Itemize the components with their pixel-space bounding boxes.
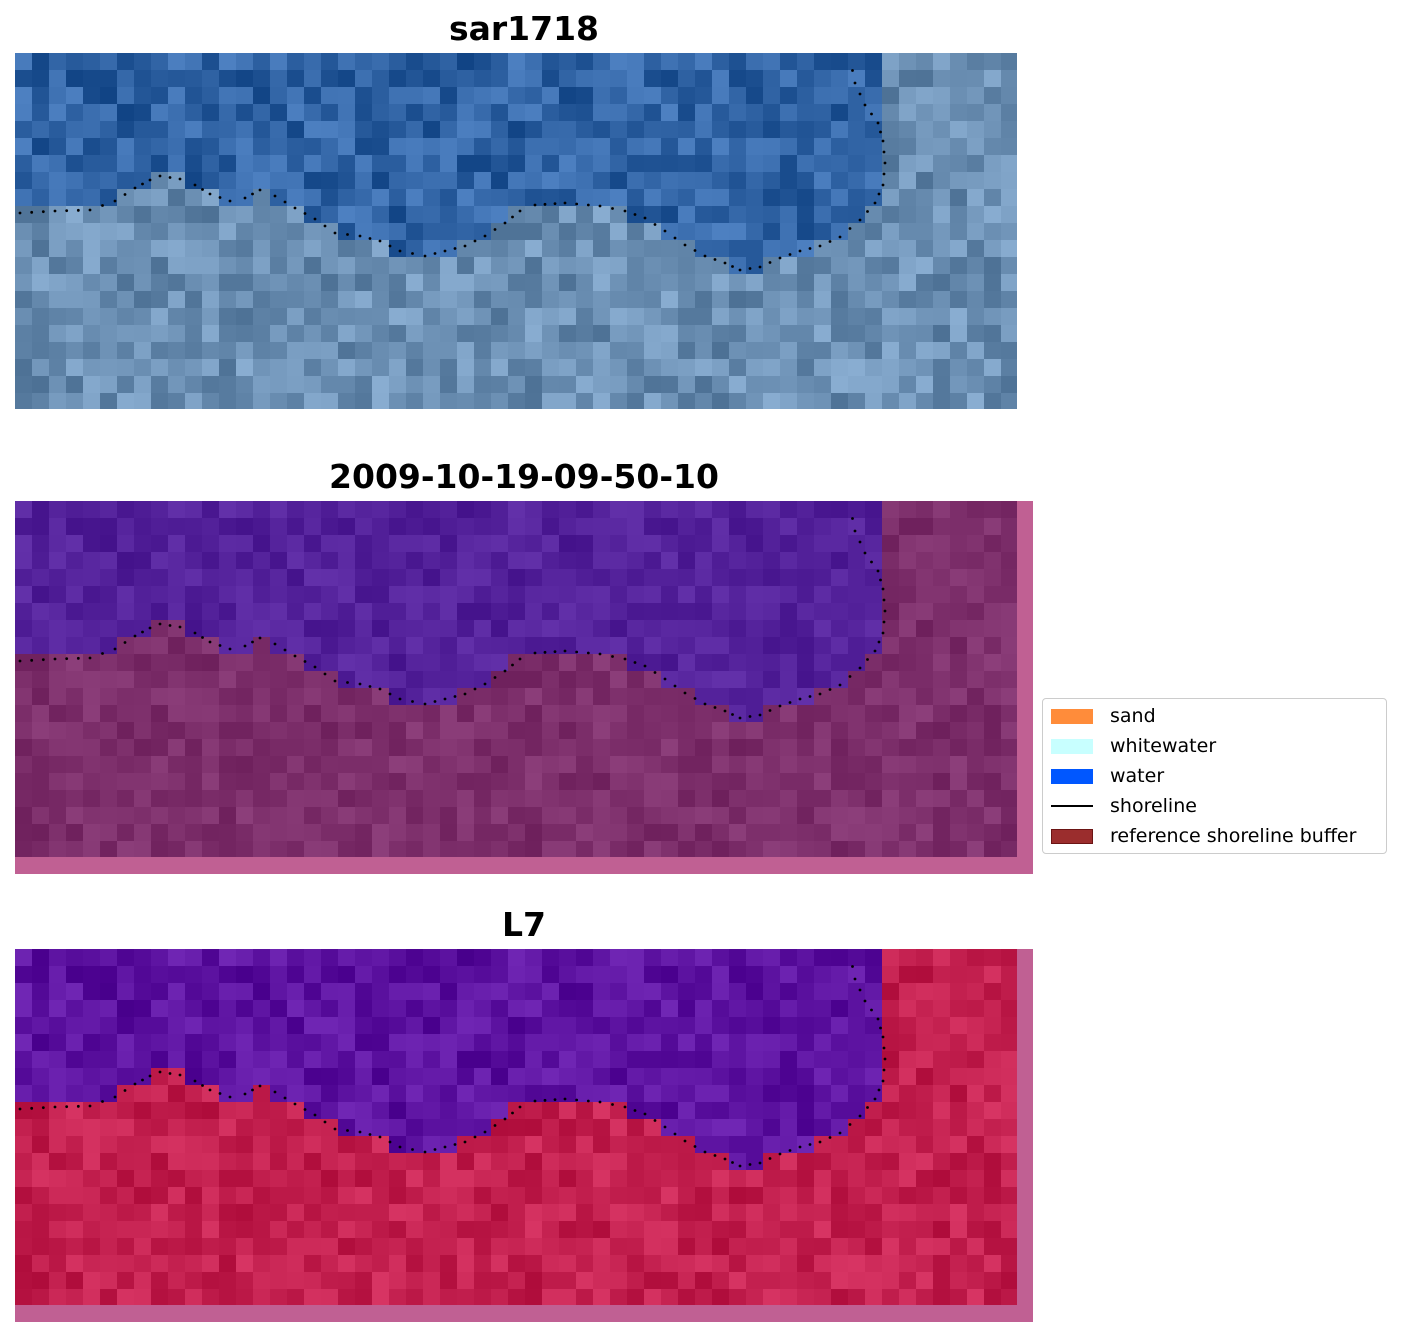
legend-item-buffer: reference shoreline buffer: [1051, 825, 1356, 847]
legend-label-sand: sand: [1110, 705, 1156, 727]
sand-swatch: [1051, 708, 1093, 724]
mndwi-image: [15, 949, 1033, 1322]
legend-label-water: water: [1110, 765, 1165, 787]
legend-item-whitewater: whitewater: [1051, 735, 1216, 757]
shoreline-dots: [18, 517, 887, 720]
legend-item-sand: sand: [1051, 705, 1156, 727]
legend-item-water: water: [1051, 765, 1164, 787]
shoreline-dots: [18, 69, 887, 272]
rgb-image: [15, 53, 1017, 409]
panel-title-classified: 2009-10-19-09-50-10: [329, 457, 719, 496]
legend-label-whitewater: whitewater: [1110, 735, 1217, 757]
legend-item-shoreline: shoreline: [1051, 795, 1197, 817]
raster-pixels: [15, 501, 1019, 859]
raster-pixels: [15, 949, 1019, 1307]
panel-title-mndwi: L7: [502, 905, 546, 944]
legend: sand whitewater water shoreline referenc…: [1042, 698, 1387, 854]
buffer-swatch: [1051, 828, 1093, 844]
raster-pixels: [15, 53, 1017, 409]
legend-label-buffer: reference shoreline buffer: [1110, 825, 1357, 847]
shoreline-line-swatch: [1051, 805, 1093, 807]
whitewater-swatch: [1051, 738, 1093, 754]
water-swatch: [1051, 768, 1093, 784]
shoreline-dots: [18, 965, 887, 1168]
panel-title-rgb: sar1718: [448, 9, 600, 48]
classified-image: [15, 501, 1033, 874]
legend-label-shoreline: shoreline: [1110, 795, 1197, 817]
